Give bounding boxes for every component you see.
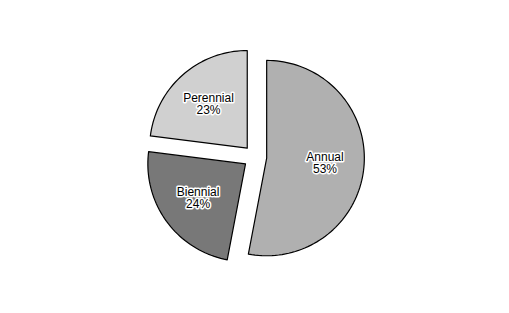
svg-text:Perennial23%: Perennial23%	[183, 91, 234, 117]
svg-text:Annual53%: Annual53%	[306, 150, 343, 176]
svg-text:Biennial24%: Biennial24%	[177, 185, 220, 211]
